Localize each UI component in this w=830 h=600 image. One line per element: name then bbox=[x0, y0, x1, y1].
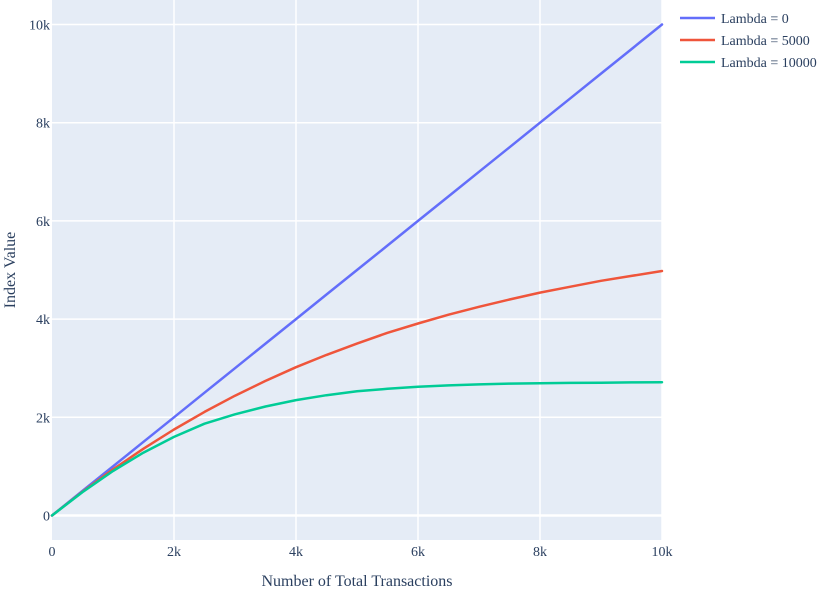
x-tick-label: 4k bbox=[289, 545, 303, 560]
y-tick-label: 0 bbox=[43, 509, 50, 524]
x-tick-label: 0 bbox=[49, 545, 56, 560]
y-tick-label: 8k bbox=[36, 117, 50, 132]
legend[interactable]: Lambda = 0 Lambda = 5000 Lambda = 10000 bbox=[680, 12, 817, 71]
x-tick-label: 8k bbox=[533, 545, 547, 560]
y-tick-label: 10k bbox=[29, 19, 50, 34]
series-line-3[interactable] bbox=[50, 380, 664, 517]
legend-label: Lambda = 10000 bbox=[721, 56, 817, 71]
y-tick-label: 4k bbox=[36, 313, 50, 328]
legend-item[interactable]: Lambda = 5000 bbox=[680, 34, 810, 49]
y-tick-label: 6k bbox=[36, 215, 50, 230]
legend-item[interactable]: Lambda = 0 bbox=[680, 12, 789, 27]
series-line-2[interactable] bbox=[50, 269, 664, 517]
x-tick-label: 2k bbox=[167, 545, 181, 560]
y-axis-title: Index Value bbox=[2, 232, 19, 309]
x-tick-label: 10k bbox=[652, 545, 673, 560]
series-line-1[interactable] bbox=[50, 23, 664, 517]
y-tick-label: 2k bbox=[36, 411, 50, 426]
legend-label: Lambda = 5000 bbox=[721, 34, 810, 49]
tick-labels: 0 2k 4k 6k 8k 10k 0 2k 4k 6k 8k 10k bbox=[29, 19, 673, 560]
legend-item[interactable]: Lambda = 10000 bbox=[680, 56, 817, 71]
x-axis-title: Number of Total Transactions bbox=[261, 573, 452, 590]
series-lines bbox=[50, 23, 664, 517]
legend-label: Lambda = 0 bbox=[721, 12, 789, 27]
x-tick-label: 6k bbox=[411, 545, 425, 560]
gridlines bbox=[52, 0, 663, 540]
